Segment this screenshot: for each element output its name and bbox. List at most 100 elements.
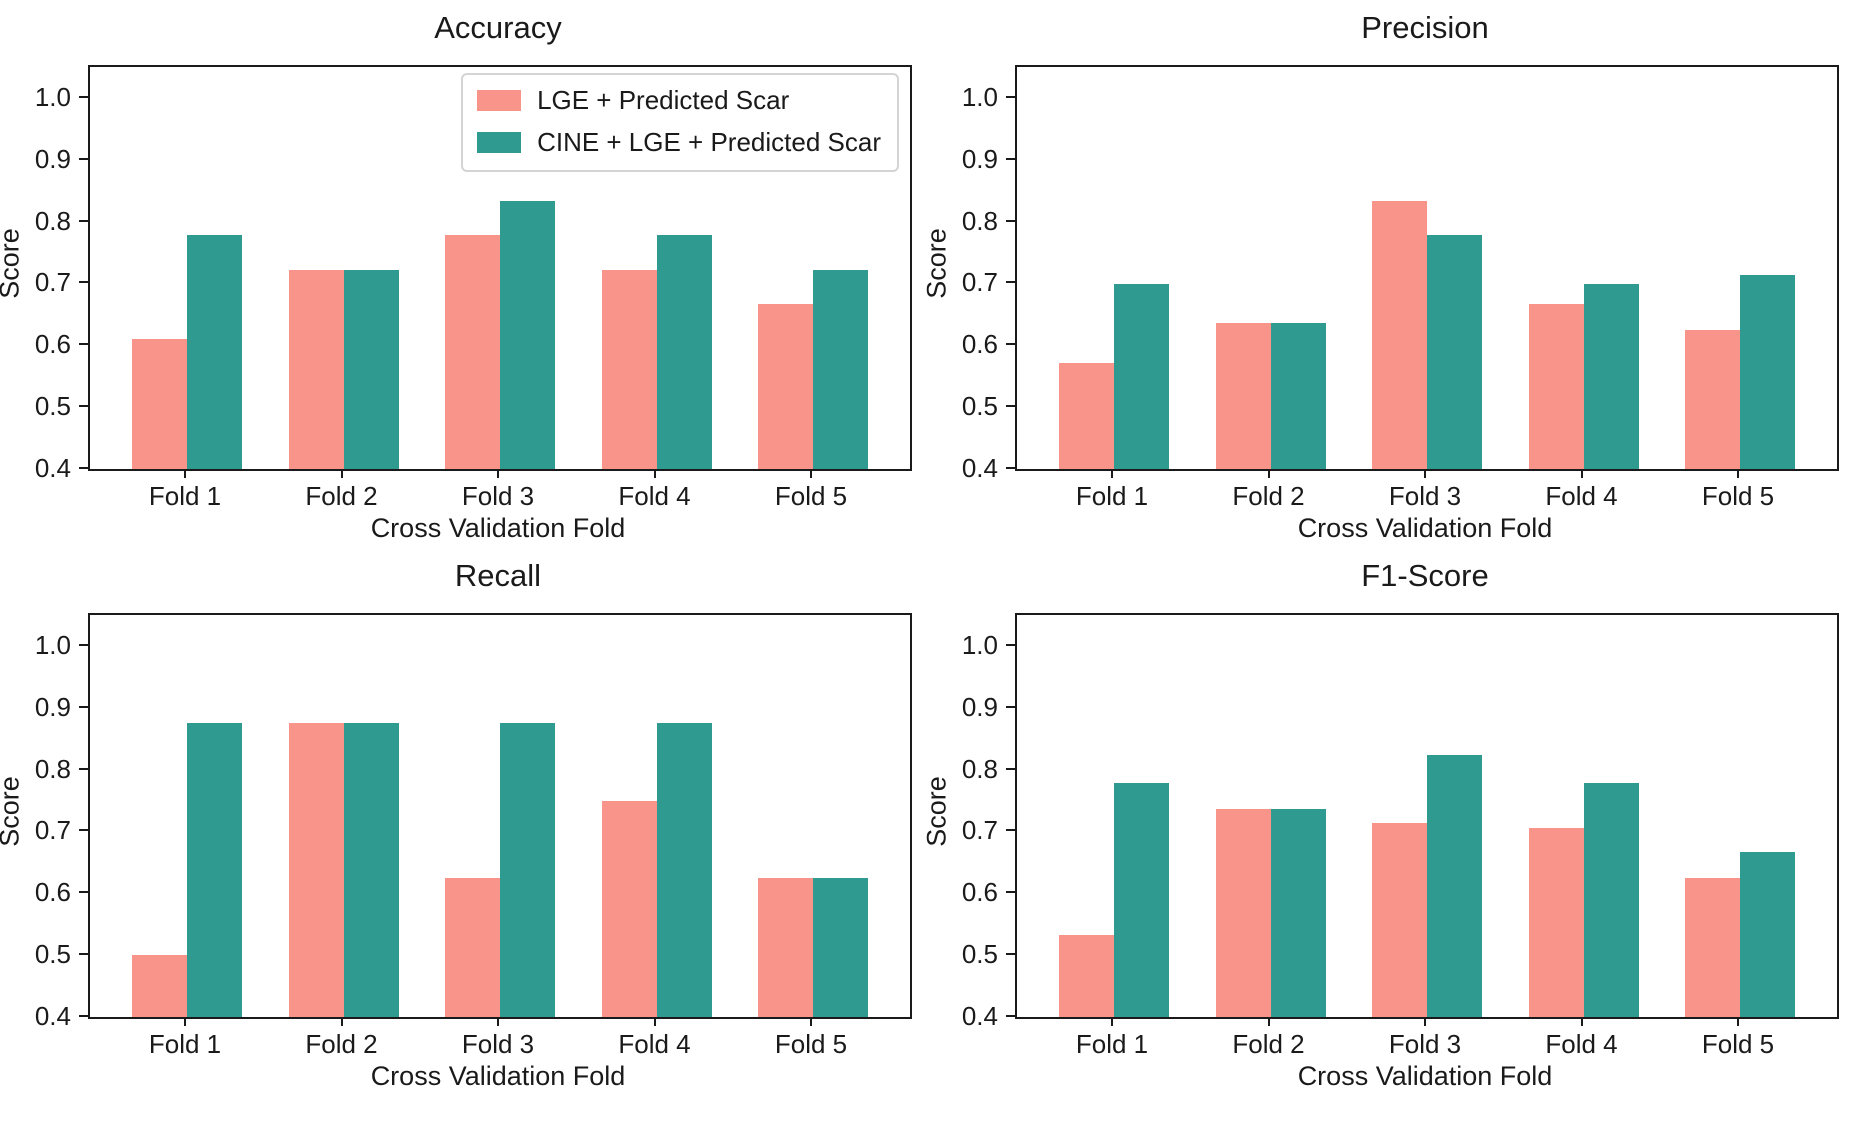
bar-lge-fold-4 <box>1528 303 1584 469</box>
y-tick-mark <box>79 705 88 708</box>
x-tick-mark <box>1111 1017 1113 1026</box>
y-tick-mark <box>79 281 88 284</box>
bar-cine-fold-4 <box>1583 783 1639 1017</box>
bar-lge-fold-4 <box>601 269 657 469</box>
bar-lge-fold-1 <box>1059 934 1114 1017</box>
x-tick-mark <box>1737 1017 1739 1026</box>
x-tick-mark <box>184 469 186 478</box>
x-tick-label: Fold 5 <box>774 481 848 511</box>
y-tick-label: 0.8 <box>34 205 71 236</box>
y-tick-mark <box>1006 891 1015 894</box>
x-tick-label: Fold 4 <box>618 1029 691 1059</box>
plot-area <box>1015 65 1839 471</box>
y-tick-mark <box>1006 829 1015 832</box>
bar-lge-fold-3 <box>1372 822 1427 1017</box>
y-tick-mark <box>1006 467 1015 469</box>
bar-cine-fold-5 <box>813 877 868 1017</box>
x-tick-label: Fold 2 <box>305 1029 378 1059</box>
x-axis-label: Cross Validation Fold <box>370 1061 626 1091</box>
chart-title: Accuracy <box>434 10 562 45</box>
bar-cine-fold-5 <box>1740 274 1795 469</box>
bar-cine-fold-2 <box>343 269 399 469</box>
x-tick-label: Fold 2 <box>1232 481 1305 511</box>
bar-lge-fold-2 <box>1215 808 1271 1017</box>
y-tick-mark <box>79 343 88 346</box>
x-tick-mark <box>653 1017 656 1026</box>
y-tick-label: 0.6 <box>34 329 71 360</box>
x-tick-mark <box>497 1017 499 1026</box>
bar-lge-fold-1 <box>132 955 187 1017</box>
y-tick-label: 0.6 <box>961 877 998 908</box>
x-tick-label: Fold 4 <box>618 481 691 511</box>
bar-lge-fold-5 <box>758 303 813 469</box>
x-tick-label: Fold 2 <box>305 481 378 511</box>
x-tick-mark <box>340 1017 343 1026</box>
y-tick-mark <box>79 1015 88 1017</box>
y-tick-mark <box>1006 343 1015 346</box>
x-tick-label: Fold 4 <box>1545 481 1618 511</box>
bar-lge-fold-1 <box>132 338 187 469</box>
bar-lge-fold-2 <box>1215 323 1271 469</box>
y-tick-label: 0.9 <box>961 691 998 722</box>
cine-legend-swatch <box>477 132 522 153</box>
x-tick-mark <box>1580 469 1583 478</box>
x-tick-label: Fold 5 <box>1701 1029 1775 1059</box>
bar-lge-fold-5 <box>1685 877 1740 1017</box>
bar-cine-fold-4 <box>656 723 712 1017</box>
legend-entry-cine-lge-predicted-scar: CINE + LGE + Predicted Scar <box>477 127 881 158</box>
bar-lge-fold-5 <box>1685 329 1740 469</box>
x-tick-mark <box>1267 1017 1270 1026</box>
x-tick-mark <box>184 1017 186 1026</box>
bar-lge-fold-4 <box>1528 827 1584 1017</box>
bar-cine-fold-5 <box>813 269 868 469</box>
y-tick-mark <box>79 157 88 160</box>
y-tick-label: 0.4 <box>961 1001 998 1031</box>
bar-lge-fold-3 <box>445 877 500 1017</box>
x-tick-mark <box>1424 1017 1426 1026</box>
y-tick-mark <box>79 767 88 770</box>
bar-cine-fold-2 <box>1270 323 1326 469</box>
subplot-recall: Recall Score Cross Validation Fold 0.4 0.5 0.… <box>0 548 927 1096</box>
y-tick-label: 0.4 <box>34 1001 71 1031</box>
x-tick-mark <box>1737 469 1739 478</box>
x-tick-mark <box>653 469 656 478</box>
legend-label: LGE + Predicted Scar <box>537 85 790 115</box>
y-tick-label: 0.9 <box>961 143 998 174</box>
y-tick-label: 0.6 <box>961 329 998 360</box>
bar-cine-fold-2 <box>1270 808 1326 1017</box>
bar-cine-fold-2 <box>343 723 399 1017</box>
bar-cine-fold-1 <box>1114 283 1169 469</box>
y-tick-label: 1.0 <box>961 81 998 112</box>
legend: LGE + Predicted Scar CINE + LGE + Predict… <box>461 73 899 172</box>
bar-lge-fold-2 <box>288 269 344 469</box>
y-tick-mark <box>1006 1015 1015 1017</box>
legend-entry-lge-predicted-scar: LGE + Predicted Scar <box>477 85 881 116</box>
subplot-accuracy: Accuracy LGE + Predicted Scar CINE + LGE +… <box>0 0 927 548</box>
y-tick-label: 0.7 <box>961 815 998 846</box>
y-tick-mark <box>79 219 88 222</box>
y-tick-label: 0.5 <box>34 391 71 422</box>
x-axis-label: Cross Validation Fold <box>1297 1061 1553 1091</box>
lge-legend-swatch <box>477 90 522 111</box>
x-tick-label: Fold 5 <box>774 1029 848 1059</box>
chart-title: F1-Score <box>1361 558 1489 593</box>
x-tick-label: Fold 1 <box>1075 481 1149 511</box>
bar-cine-fold-1 <box>187 723 242 1017</box>
y-tick-label: 0.8 <box>34 753 71 784</box>
subplot-precision: Precision Score Cross Validation Fold 0.4 0.… <box>922 0 1854 548</box>
x-tick-label: Fold 3 <box>1388 481 1462 511</box>
y-tick-label: 0.8 <box>961 753 998 784</box>
y-tick-mark <box>1006 405 1015 408</box>
bar-lge-fold-2 <box>288 723 344 1017</box>
y-tick-label: 0.5 <box>961 939 998 970</box>
x-tick-mark <box>340 469 343 478</box>
x-tick-mark <box>1580 1017 1583 1026</box>
x-tick-label: Fold 1 <box>1075 1029 1149 1059</box>
bar-cine-fold-5 <box>1740 851 1795 1017</box>
y-tick-mark <box>1006 219 1015 222</box>
y-tick-mark <box>79 829 88 832</box>
y-tick-mark <box>1006 157 1015 160</box>
y-tick-mark <box>1006 95 1015 98</box>
x-tick-label: Fold 1 <box>148 481 222 511</box>
